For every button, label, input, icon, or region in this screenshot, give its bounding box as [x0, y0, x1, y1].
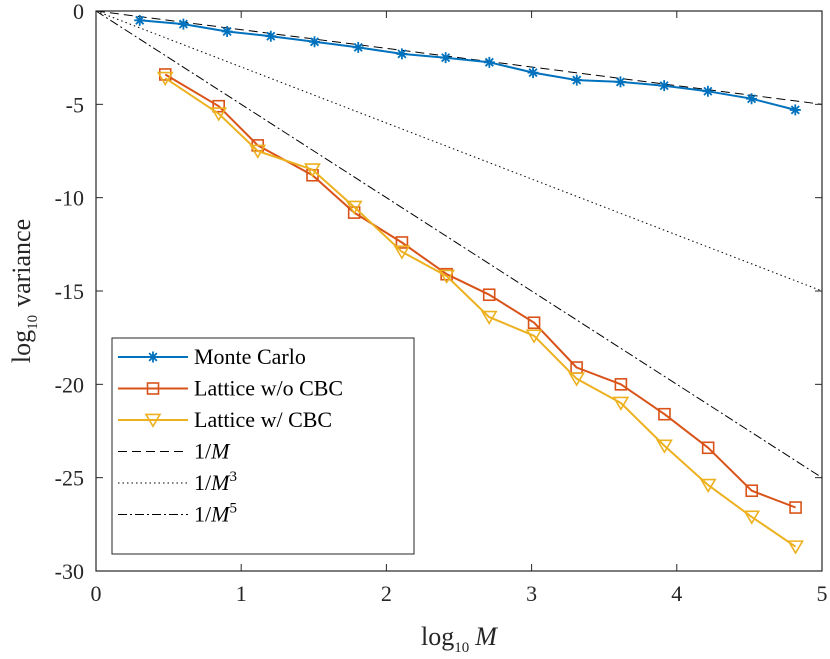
- x-axis-label-base: log: [421, 622, 454, 651]
- y-tick-label: -20: [55, 372, 84, 397]
- y-tick-label: -25: [55, 466, 84, 491]
- series-2-point-15: [789, 501, 802, 514]
- series-1-point-6: [352, 41, 364, 53]
- reference-line-3: [95, 10, 823, 479]
- series-3-point-15: [787, 540, 804, 555]
- legend-box: [111, 337, 415, 555]
- series-1-point-15: [746, 93, 758, 105]
- series-2: [158, 68, 802, 514]
- legend-entry-series-2: Lattice w/o CBC: [118, 376, 343, 401]
- series-3-point-6: [393, 245, 411, 260]
- x-axis-label-var: M: [474, 622, 498, 651]
- y-axis-label: log10 variance: [7, 219, 41, 363]
- legend-entry-ref-2: 1/M3: [118, 469, 237, 495]
- legend-label: Lattice w/o CBC: [194, 376, 343, 401]
- y-axis-label-base: log: [7, 330, 36, 363]
- series-2-point-11: [614, 378, 628, 391]
- legend-label: Lattice w/ CBC: [194, 407, 332, 432]
- series-1-point-2: [177, 18, 189, 30]
- y-tick-label: -30: [55, 559, 84, 584]
- series-3-point-7: [438, 269, 456, 284]
- series-1-point-8: [440, 52, 452, 64]
- series-2-point-14: [745, 484, 759, 498]
- legend-swatch-marker: [147, 351, 159, 363]
- y-tick-label: 0: [73, 0, 84, 24]
- x-tick-label: 2: [381, 581, 392, 606]
- series-2-point-8: [482, 288, 496, 302]
- legend-label: 1/M: [194, 439, 231, 464]
- x-tick-label: 1: [236, 581, 247, 606]
- series-line-2: [164, 73, 796, 509]
- series-1-point-11: [571, 74, 583, 86]
- series-3-point-2: [210, 107, 228, 122]
- series-2-point-9: [527, 316, 541, 330]
- series-1-point-12: [614, 76, 626, 88]
- series-3-point-3: [249, 144, 267, 159]
- series-3-point-14: [743, 510, 761, 525]
- reference-lines: [95, 10, 823, 479]
- y-axis-label-rest: variance: [7, 219, 36, 307]
- legend-label: 1/M5: [194, 501, 237, 527]
- x-tick-label: 0: [91, 581, 102, 606]
- axis-ticks: 0 1 2 3 4 5 0 -5 -10 -15 -20 -25 -30: [55, 0, 828, 606]
- x-axis-label: log10 M: [421, 622, 498, 656]
- y-axis-label-sub: 10: [25, 315, 41, 330]
- series-3-point-11: [612, 396, 630, 411]
- data-series: [134, 14, 804, 555]
- series-1-point-1: [134, 14, 146, 26]
- series-1-point-10: [527, 67, 539, 79]
- series-3-point-12: [656, 439, 673, 454]
- series-1: [134, 14, 801, 116]
- legend-swatch-marker: [146, 382, 160, 395]
- legend-entry-series-1: Monte Carlo: [118, 344, 306, 369]
- series-2-point-12: [658, 407, 671, 421]
- series-1-point-5: [309, 36, 321, 48]
- series-1-point-16: [789, 104, 801, 116]
- series-1-point-13: [658, 80, 670, 92]
- series-3-point-1: [156, 71, 174, 87]
- legend-entry-ref-1: 1/M: [118, 439, 231, 464]
- legend-label: Monte Carlo: [194, 344, 306, 369]
- series-line-3: [164, 77, 797, 548]
- series-3-point-10: [568, 372, 586, 387]
- legend-entry-series-3: Lattice w/ CBC: [118, 407, 332, 432]
- x-tick-label: 5: [817, 581, 828, 606]
- series-1-point-14: [702, 85, 714, 97]
- y-tick-label: -5: [66, 92, 84, 117]
- series-2-point-2: [212, 99, 225, 113]
- series-3-point-9: [525, 329, 543, 344]
- legend: Monte Carlo Lattice w/o CBC Lattice w/ CBC…: [111, 337, 415, 555]
- series-1-point-7: [396, 48, 408, 60]
- reference-line-2: [95, 10, 823, 292]
- series-3-point-4: [304, 163, 321, 178]
- reference-line-1: [95, 10, 823, 105]
- series-line-1: [139, 19, 796, 111]
- series-3-point-5: [345, 200, 363, 215]
- legend-swatch-marker: [144, 413, 162, 428]
- legend-entries: Monte Carlo Lattice w/o CBC Lattice w/ CBC…: [118, 344, 343, 527]
- series-2-point-13: [701, 441, 715, 455]
- y-tick-label: -10: [55, 186, 84, 211]
- x-tick-label: 4: [671, 581, 682, 606]
- series-3: [156, 71, 804, 555]
- series-1-point-3: [221, 26, 233, 38]
- series-1-point-9: [483, 56, 495, 68]
- series-2-point-6: [395, 236, 409, 249]
- x-axis-label-sub: 10: [454, 640, 469, 656]
- x-tick-label: 3: [526, 581, 537, 606]
- legend-label: 1/M3: [194, 469, 237, 495]
- series-1-point-4: [265, 30, 277, 42]
- series-3-point-8: [480, 310, 498, 326]
- legend-entry-ref-3: 1/M5: [118, 501, 237, 527]
- y-tick-label: -15: [55, 279, 84, 304]
- series-3-point-13: [699, 478, 717, 494]
